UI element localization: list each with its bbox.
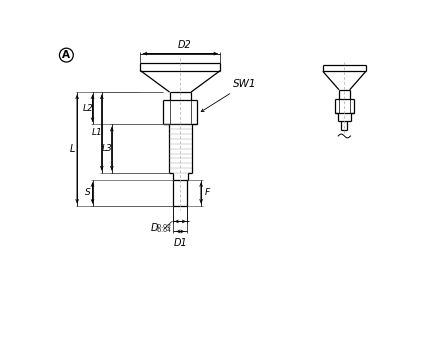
Text: D1: D1: [174, 238, 187, 248]
Text: SW1: SW1: [201, 79, 256, 112]
Text: -0.04: -0.04: [156, 228, 172, 233]
Text: F: F: [205, 188, 210, 197]
Text: D: D: [150, 223, 158, 233]
Text: D2: D2: [177, 40, 191, 50]
Text: S: S: [85, 188, 91, 197]
Text: A: A: [62, 50, 70, 60]
Text: -0.02: -0.02: [156, 224, 172, 229]
Text: L: L: [70, 144, 75, 154]
Text: L1: L1: [92, 128, 102, 137]
Text: L3: L3: [102, 144, 112, 153]
Text: L2: L2: [82, 104, 93, 113]
